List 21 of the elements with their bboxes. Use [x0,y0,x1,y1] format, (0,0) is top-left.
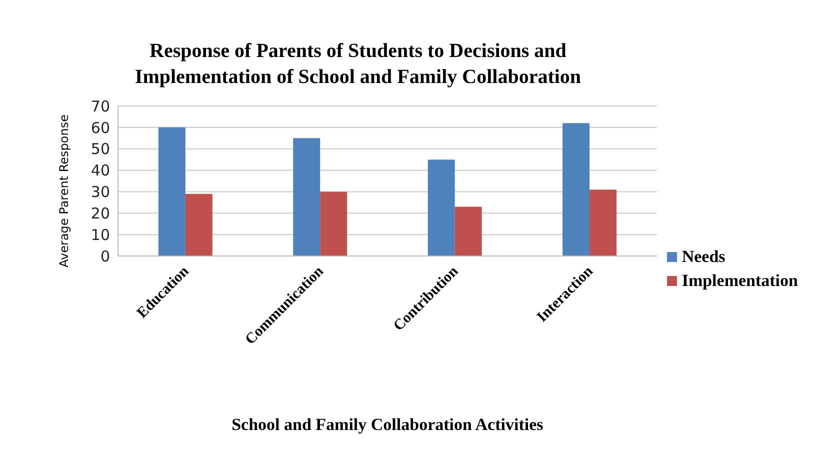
y-tick-label: 60 [90,118,110,137]
bar [320,192,348,256]
bar [185,194,212,256]
y-tick-label: 30 [90,183,110,202]
y-tick-label: 70 [90,97,110,116]
legend-label: Implementation [680,270,798,290]
bar [590,190,617,256]
x-axis-title: School and Family Collaboration Activities [232,415,544,434]
y-tick-label: 40 [90,162,110,180]
y-tick-label: 50 [90,140,110,158]
y-axis-title: Average Parent Response [57,114,71,268]
chart-title: Response of Parents of Students to Decisions and Implementation of School and Family Collaboration [134,39,582,90]
y-tick-label: 20 [90,204,110,222]
y-tick-label: 0 [100,247,110,266]
y-tick-label: 10 [90,226,110,244]
bar [562,123,590,256]
bar [454,206,482,256]
bar [158,127,186,256]
legend-label: Needs [680,246,726,266]
bar [428,160,455,256]
bar [293,138,320,256]
